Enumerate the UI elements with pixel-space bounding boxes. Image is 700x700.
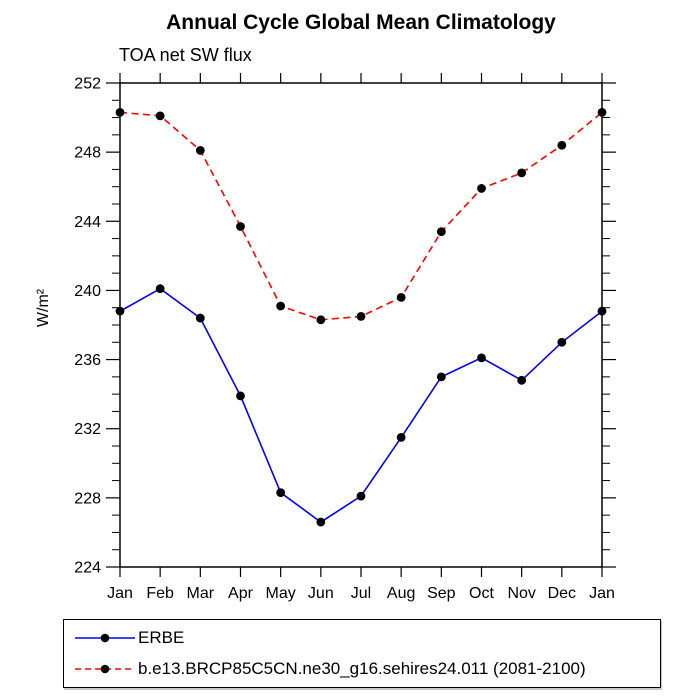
y-tick-label: 232 <box>74 421 101 438</box>
data-point-marker <box>557 337 567 347</box>
x-tick-label: Jul <box>351 585 371 602</box>
data-point-marker <box>155 284 165 294</box>
data-point-marker <box>356 311 366 321</box>
legend-label-erbe: ERBE <box>138 628 185 647</box>
data-point-marker <box>477 353 486 363</box>
legend-marker-dot <box>100 664 110 674</box>
data-point-marker <box>115 306 125 316</box>
x-tick-label: Nov <box>507 585 535 602</box>
y-tick-label: 252 <box>74 76 101 93</box>
x-tick-label: Apr <box>228 585 254 602</box>
series-line-erbe <box>119 287 603 524</box>
x-tick-label: Oct <box>469 585 494 602</box>
x-tick-label: Jan <box>107 585 133 602</box>
x-tick-label: Sep <box>427 585 456 602</box>
data-point-marker <box>436 227 446 237</box>
legend-item-erbe: ERBE <box>75 625 660 651</box>
y-tick-label: 224 <box>74 560 101 577</box>
x-tick-label: Mar <box>187 585 215 602</box>
data-point-marker <box>597 107 607 117</box>
data-point-marker <box>396 292 406 302</box>
data-point-marker <box>356 491 366 501</box>
y-tick-label: 236 <box>74 352 101 369</box>
legend-item-model: b.e13.BRCP85C5CN.ne30_g16.sehires24.011 … <box>75 656 660 682</box>
y-tick-label: 240 <box>74 283 101 300</box>
data-point-marker <box>115 107 125 117</box>
x-tick-label: May <box>266 585 296 602</box>
x-tick-label: Jun <box>308 585 334 602</box>
data-point-marker <box>396 432 406 442</box>
y-tick-label: 248 <box>74 145 101 162</box>
data-point-marker <box>316 517 326 527</box>
x-tick-label: Jan <box>589 585 615 602</box>
legend-label-model: b.e13.BRCP85C5CN.ne30_g16.sehires24.011 … <box>138 659 586 678</box>
x-tick-label: Feb <box>146 585 174 602</box>
data-point-marker <box>155 111 165 121</box>
data-point-marker <box>517 168 527 178</box>
x-tick-label: Aug <box>387 585 415 602</box>
y-tick-label: 228 <box>74 490 101 507</box>
data-point-marker <box>316 315 326 325</box>
x-tick-label: Dec <box>548 585 576 602</box>
data-point-marker <box>597 306 607 316</box>
legend-marker-dot <box>100 633 110 643</box>
data-point-marker <box>195 313 205 323</box>
data-point-marker <box>195 146 205 155</box>
legend-box: ERBE b.e13.BRCP85C5CN.ne30_g16.sehires24… <box>63 619 661 688</box>
data-point-marker <box>236 222 245 231</box>
chart-subtitle: TOA net SW flux <box>119 45 252 65</box>
data-point-marker <box>436 372 446 382</box>
data-point-marker <box>557 140 567 150</box>
legend-line-sample-dashed <box>75 664 135 674</box>
data-point-marker <box>477 184 486 193</box>
data-point-marker <box>236 391 245 401</box>
data-point-marker <box>517 375 527 385</box>
chart-title: Annual Cycle Global Mean Climatology <box>166 11 556 34</box>
data-point-marker <box>276 488 286 498</box>
legend-line-sample-solid <box>75 633 135 643</box>
y-tick-label: 244 <box>74 214 101 231</box>
series-line-model <box>119 111 603 321</box>
data-point-marker <box>276 301 286 311</box>
